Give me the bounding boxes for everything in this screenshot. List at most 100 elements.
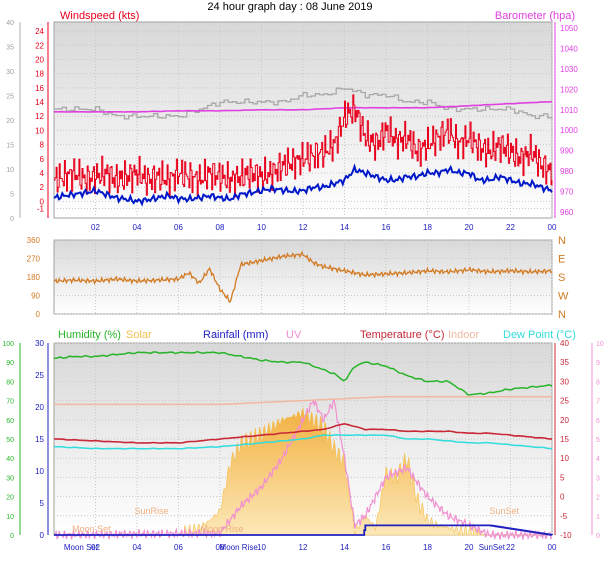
humidity-tick-label: 10 <box>6 514 14 521</box>
windspeed-tick-label: 14 <box>35 98 44 107</box>
rainfall-line <box>54 524 553 536</box>
barometer-tick-label: 1030 <box>560 65 578 74</box>
temperature-label: Temperature (°C) <box>360 329 444 341</box>
humidity-tick-label: 0 <box>10 533 14 540</box>
humidity-series <box>53 350 553 396</box>
rain-tick-label: 25 <box>35 371 44 380</box>
far-left-tick-label: 15 <box>6 143 14 150</box>
astro-bottom-label: Moon Rise <box>220 543 259 552</box>
wind-average-series <box>53 163 553 207</box>
x-tick-label: 16 <box>382 543 391 552</box>
indoor-line <box>54 396 552 406</box>
x-tick-label: 06 <box>174 223 183 232</box>
windspeed-label: Windspeed (kts) <box>60 10 139 22</box>
compass-label: E <box>558 254 565 266</box>
wind-barometer-panel: -102468101214161820222496097098099010001… <box>6 10 578 232</box>
temperature-tick-label: -5 <box>560 512 568 521</box>
uv-tick-label: 0 <box>596 533 600 540</box>
compass-label: N <box>558 309 566 321</box>
wind-axis-ticks: -102468101214161820222496097098099010001… <box>6 20 578 232</box>
far-left-tick-label: 0 <box>10 216 14 223</box>
x-tick-label: 00 <box>548 543 557 552</box>
windspeed-tick-label: 10 <box>35 126 44 135</box>
wind-plot-area <box>53 21 553 219</box>
barometer-tick-label: 960 <box>560 208 574 217</box>
humidity-tick-label: 90 <box>6 360 14 367</box>
x-tick-label: 10 <box>257 223 266 232</box>
gust-line <box>54 87 553 120</box>
x-tick-label: 12 <box>299 223 308 232</box>
temperature-tick-label: 35 <box>560 358 569 367</box>
barometer-series <box>54 100 553 113</box>
barometer-tick-label: 970 <box>560 187 574 196</box>
astro-label: SunRise <box>135 506 169 516</box>
chart-title: 24 hour graph day : 08 June 2019 <box>207 1 372 13</box>
x-tick-label: 10 <box>257 543 266 552</box>
rain-tick-label: 0 <box>40 531 45 540</box>
direction-line <box>53 250 553 304</box>
indoor-series <box>54 396 552 406</box>
compass-label: S <box>558 272 565 284</box>
dewpoint-series <box>53 434 553 450</box>
x-tick-label: 12 <box>299 543 308 552</box>
direction-series <box>53 250 553 304</box>
astro-bottom-label: SunSet <box>479 543 506 552</box>
temperature-tick-label: 5 <box>560 473 565 482</box>
x-tick-label: 02 <box>91 223 100 232</box>
uv-tick-label: 4 <box>596 456 600 463</box>
far-left-tick-label: 30 <box>6 69 14 76</box>
humidity-line <box>53 350 553 396</box>
windspeed-series <box>54 94 553 198</box>
temperature-tick-label: 25 <box>560 397 569 406</box>
windspeed-tick-label: 4 <box>40 169 45 178</box>
uv-tick-label: 1 <box>596 514 600 521</box>
windspeed-tick-label: 22 <box>35 41 44 50</box>
indoor-label: Indoor <box>448 329 480 341</box>
humidity-label: Humidity (%) <box>58 329 121 341</box>
direction-tick-label: 270 <box>27 255 41 264</box>
windspeed-tick-label: 8 <box>40 141 45 150</box>
windspeed-tick-label: 2 <box>40 183 45 192</box>
temperature-line <box>53 422 553 444</box>
x-tick-label: 08 <box>216 543 225 552</box>
windspeed-tick-label: 12 <box>35 112 44 121</box>
direction-tick-label: 360 <box>27 236 41 245</box>
windspeed-tick-label: 24 <box>35 27 44 36</box>
direction-grid <box>54 239 553 315</box>
temperature-tick-label: 0 <box>560 493 565 502</box>
direction-tick-label: 0 <box>36 310 41 319</box>
temp-axis-ticks: 0102030405060708090100051015202530-10-50… <box>2 339 604 552</box>
x-tick-label: 20 <box>465 543 474 552</box>
humidity-tick-label: 50 <box>6 437 14 444</box>
x-tick-label: 14 <box>340 543 349 552</box>
x-tick-label: 00 <box>548 223 557 232</box>
far-left-tick-label: 25 <box>6 94 14 101</box>
rainfall-series <box>54 524 553 536</box>
x-tick-label: 08 <box>216 223 225 232</box>
dewpoint-line <box>53 434 553 450</box>
far-left-tick-label: 5 <box>10 192 14 199</box>
rain-tick-label: 10 <box>35 467 44 476</box>
wind-average-line <box>53 163 553 207</box>
x-tick-label: 14 <box>340 223 349 232</box>
direction-tick-label: 90 <box>31 292 40 301</box>
temperature-tick-label: 20 <box>560 416 569 425</box>
windspeed-line <box>54 94 553 198</box>
astro-label: Moon Set <box>72 524 111 534</box>
humidity-tick-label: 40 <box>6 456 14 463</box>
rain-tick-label: 15 <box>35 435 44 444</box>
windspeed-tick-label: -1 <box>37 204 45 213</box>
humidity-tick-label: 80 <box>6 379 14 386</box>
uv-tick-label: 2 <box>596 495 600 502</box>
astro-label: SunSet <box>490 506 520 516</box>
x-tick-label: 20 <box>465 223 474 232</box>
dewpoint-label: Dew Point (°C) <box>503 329 576 341</box>
x-tick-label: 06 <box>174 543 183 552</box>
rain-tick-label: 20 <box>35 403 44 412</box>
compass-label: W <box>558 291 569 303</box>
humidity-tick-label: 60 <box>6 418 14 425</box>
